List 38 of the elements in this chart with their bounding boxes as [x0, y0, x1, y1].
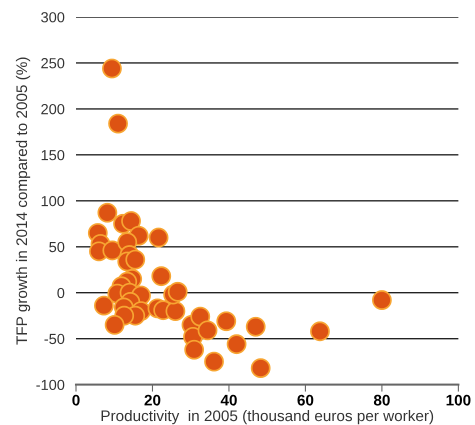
point: [198, 320, 218, 340]
point: [310, 321, 330, 342]
y-tick-label: 250: [41, 58, 64, 68]
point: [102, 58, 122, 78]
point: [372, 290, 392, 310]
point: [216, 311, 236, 332]
point: [104, 314, 125, 335]
point: [94, 296, 114, 316]
point: [246, 316, 266, 337]
x-tick-label: 80: [374, 394, 390, 406]
x-tick-label: 20: [144, 394, 160, 406]
point: [250, 358, 271, 378]
y-tick-label: 150: [42, 150, 64, 160]
x-axis-title: Productivity in 2005 (thousand euros per worker): [102, 410, 434, 424]
x-tick-label: 0: [72, 394, 80, 406]
point: [204, 352, 224, 372]
point: [168, 282, 188, 302]
point: [121, 211, 141, 231]
y-tick-label: -50: [44, 334, 64, 344]
point: [102, 240, 122, 260]
point: [166, 301, 186, 321]
point: [148, 228, 168, 248]
point: [97, 202, 118, 223]
y-tick-label: 50: [49, 242, 64, 252]
point: [125, 250, 146, 270]
x-tick-label: 60: [297, 394, 314, 406]
y-tick-label: 300: [41, 12, 64, 22]
y-tick-label: -100: [36, 380, 64, 390]
point: [108, 114, 128, 134]
y-tick-label: 0: [57, 288, 64, 298]
x-tick-label: 100: [446, 394, 470, 406]
point: [184, 340, 204, 360]
y-axis-title: TFP growth in 2014 compared to 2005 (%): [16, 58, 30, 345]
x-tick-label: 40: [220, 394, 237, 406]
y-tick-label: 200: [41, 104, 64, 114]
point: [151, 266, 172, 286]
point: [226, 334, 246, 354]
y-tick-label: 100: [42, 196, 64, 206]
